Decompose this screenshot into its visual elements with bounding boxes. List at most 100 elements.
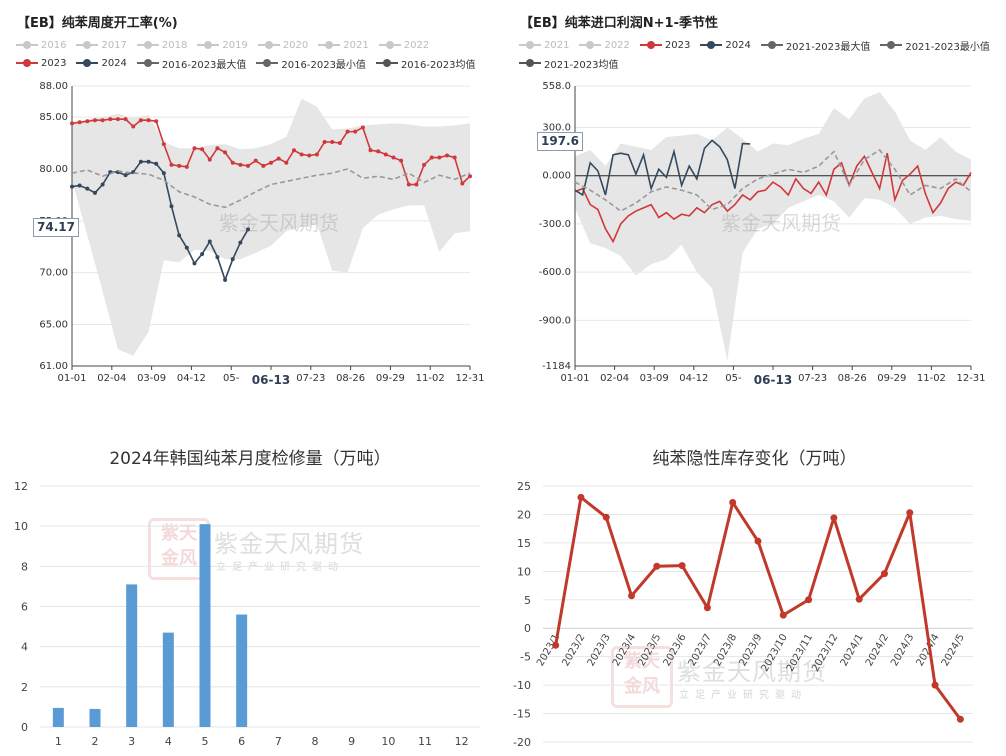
legend-dot [83, 59, 92, 67]
y-tick-label: 65.00 [39, 320, 68, 331]
data-point-2023 [345, 129, 350, 134]
x-tick-label: 08-26 [838, 373, 867, 384]
data-point-2024 [70, 184, 74, 189]
watermark-text: 紫金天风期货 [721, 211, 841, 235]
data-point-2023 [422, 162, 427, 167]
legend-item-2023[interactable]: 2023 [16, 54, 66, 72]
legend-label: 2021-2023最大值 [785, 41, 871, 53]
chart-panel-import-profit: 【EB】纯苯进口利润N+1-季节性 2021 2022 2023 2024 2021-2… [503, 0, 1006, 395]
x-tick-label: 2024/2 [864, 632, 891, 668]
legend-item-2022[interactable]: 2022 [579, 36, 630, 54]
legend-item-2016-2023[interactable]: 2016-2023最大值 [136, 54, 247, 72]
x-tick-label: 2023/9 [737, 632, 764, 668]
data-point-2023 [406, 182, 411, 187]
y-tick-label: -5 [520, 651, 531, 664]
y-tick-label: 5 [524, 594, 531, 607]
data-point-2023 [70, 121, 74, 126]
legend-item-2021-2023[interactable]: 2021-2023最小值 [880, 36, 990, 54]
data-point-2024 [200, 252, 205, 256]
data-point-2024 [123, 173, 128, 178]
data-point-2023 [276, 156, 281, 161]
legend-item-2016-2023[interactable]: 2016-2023均值 [375, 54, 475, 72]
data-point-2024 [100, 182, 105, 187]
data-point-2023 [291, 148, 296, 153]
legend-dot [646, 41, 655, 49]
data-point-2024 [138, 159, 143, 164]
min-max-band [575, 92, 971, 361]
legend-item-2024[interactable]: 2024 [700, 36, 751, 54]
data-point [577, 493, 585, 501]
legend-item-2021[interactable]: 2021 [519, 36, 569, 54]
y-tick-label: -300.0 [539, 219, 571, 230]
x-tick-label: 01-01 [57, 373, 86, 384]
legend-marker-icon [519, 58, 541, 68]
watermark-text: 紫金天风期货 [219, 211, 339, 235]
legend-label: 2021 [343, 39, 369, 51]
x-tick-label: 2024/5 [940, 632, 967, 668]
legend-item-2019[interactable]: 2019 [197, 36, 248, 54]
x-tick-label: 2023/5 [636, 632, 663, 668]
data-point-2024 [238, 240, 243, 245]
y-tick-label: 0 [21, 721, 28, 734]
legend-item-2024[interactable]: 2024 [76, 54, 127, 72]
legend-item-2021-2023[interactable]: 2021-2023最大值 [760, 36, 871, 54]
data-point [830, 514, 838, 522]
data-point-2023 [207, 157, 212, 162]
legend-dot [264, 41, 273, 49]
legend-dot [143, 59, 152, 67]
data-point-2023 [391, 155, 396, 160]
legend-item-2021[interactable]: 2021 [318, 36, 369, 54]
x-tick-label: 2 [92, 735, 99, 748]
legend-label: 2022 [403, 39, 430, 51]
y-tick-label: -20 [513, 736, 531, 749]
legend-label: 2016-2023最大值 [161, 59, 247, 71]
data-point-2023 [284, 160, 289, 165]
data-point-2023 [376, 149, 381, 154]
legend-marker-icon [579, 40, 602, 50]
chart-title: 【EB】纯苯周度开工率(%) [17, 16, 178, 31]
y-tick-label: -1184 [542, 361, 571, 372]
x-tick-label: 09-29 [877, 373, 906, 384]
chart-panel-korea-maintenance: 2024年韩国纯苯月度检修量（万吨） 紫天 金风 紫金天风期货 立足产业研究驱动 … [0, 400, 500, 756]
x-tick-label: 2023/8 [712, 632, 739, 668]
data-point-2023 [414, 182, 419, 187]
data-point-2023 [169, 162, 174, 167]
data-point-2024 [77, 183, 82, 188]
y-tick-label: 0.000 [542, 171, 571, 182]
y-tick-label: 85.00 [39, 112, 68, 123]
legend-item-2018[interactable]: 2018 [136, 36, 187, 54]
data-point-2024 [207, 239, 212, 244]
data-point-2024 [154, 161, 159, 166]
bar [199, 524, 211, 727]
legend-item-2021-2023[interactable]: 2021-2023均值 [519, 54, 619, 72]
x-tick-label: 2024/1 [839, 632, 866, 668]
bar [162, 632, 174, 727]
legend-item-2016[interactable]: 2016 [16, 36, 66, 54]
data-point-2023 [314, 152, 319, 157]
legend-item-2022[interactable]: 2022 [378, 36, 430, 54]
x-tick-label: 04-12 [177, 373, 206, 384]
chart-title: 2024年韩国纯苯月度检修量（万吨） [109, 449, 391, 469]
legend-item-2020[interactable]: 2020 [257, 36, 308, 54]
data-point-2023 [330, 140, 335, 144]
y-tick-label: 15 [517, 537, 531, 550]
data-point-2023 [200, 147, 205, 152]
legend-item-2023[interactable]: 2023 [639, 36, 691, 54]
legend-dot [204, 41, 213, 49]
data-point-2023 [223, 150, 228, 155]
data-point-2024 [85, 186, 90, 191]
x-tick-label: 2023/4 [611, 632, 638, 668]
data-point-2023 [399, 158, 404, 163]
legend-item-2016-2023[interactable]: 2016-2023最小值 [256, 54, 366, 72]
legend-marker-icon [256, 58, 279, 68]
legend-label: 2024 [725, 39, 751, 51]
y-tick-label: -600.0 [539, 267, 571, 278]
legend-label: 2019 [222, 39, 248, 51]
legend-item-2017[interactable]: 2017 [76, 36, 127, 54]
data-point [931, 681, 939, 689]
legend-label: 2023 [664, 39, 691, 51]
x-tick-label: 9 [348, 735, 355, 748]
x-tick-label: 4 [165, 735, 172, 748]
data-point-2023 [437, 155, 442, 160]
data-point-2023 [177, 163, 182, 168]
